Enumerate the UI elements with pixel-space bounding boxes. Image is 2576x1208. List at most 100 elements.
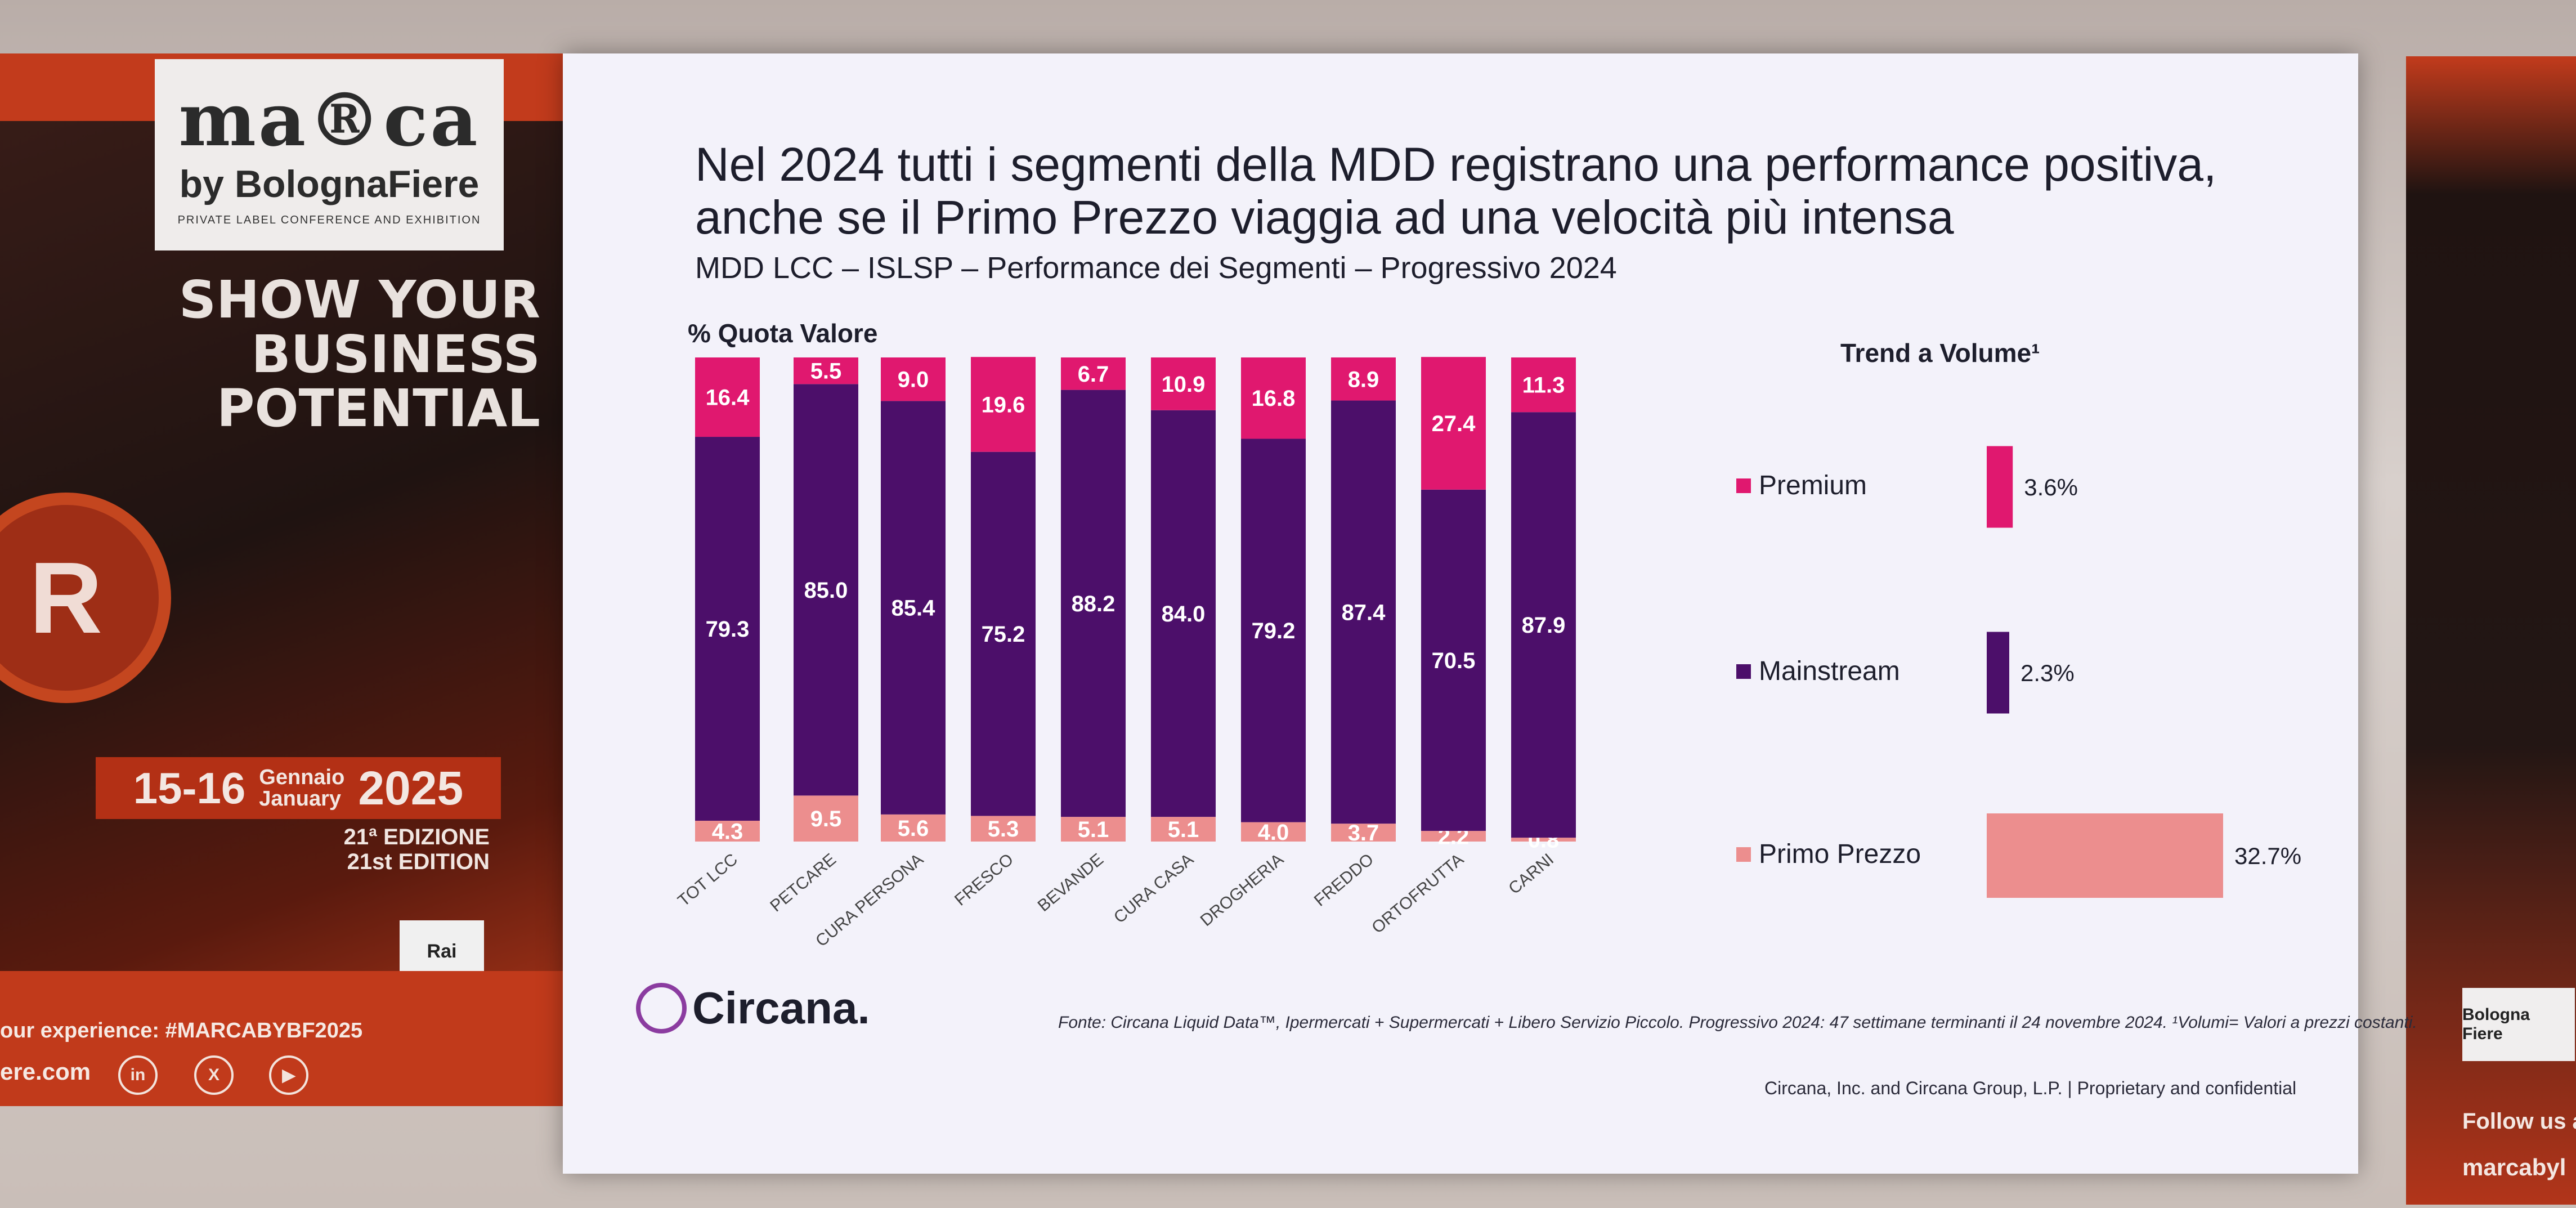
bar-primo-9 — [1511, 838, 1576, 842]
x-icon: X — [194, 1055, 234, 1095]
slide-title-line: Nel 2024 tutti i segmenti della MDD regi… — [695, 138, 2217, 191]
category-label-4: BEVANDE — [1034, 850, 1107, 915]
bar-primo-6 — [1241, 822, 1306, 842]
bar-premium-2 — [881, 357, 946, 401]
trend-value-label-0: 3.6% — [2024, 474, 2078, 500]
charts-canvas: 4.3 79.3 16.4 TOT LCC 9.5 85.0 5.5 PETCARE 5.6 85… — [674, 357, 2301, 951]
bar-premium-4 — [1061, 357, 1126, 390]
left-event-banner: ma®ca by BolognaFiere PRIVATE LABEL CONF… — [0, 53, 594, 1106]
data-label-primo-7: 3.7 — [1348, 821, 1379, 845]
bar-mainstream-7 — [1331, 400, 1396, 824]
legend-swatch-1 — [1736, 664, 1751, 679]
category-label-6: DROGHERIA — [1197, 850, 1287, 930]
bolognafiere-logo: Bologna Fiere — [2462, 988, 2575, 1061]
data-label-primo-5: 5.1 — [1168, 817, 1199, 842]
copyright-note: Circana, Inc. and Circana Group, L.P. | … — [1764, 1078, 2297, 1098]
data-label-premium-4: 6.7 — [1078, 362, 1109, 387]
legend-label-1: Mainstream — [1759, 656, 1900, 686]
bar-premium-0 — [695, 357, 760, 437]
event-date: 15-16 Gennaio January 2025 — [96, 757, 501, 819]
data-label-premium-3: 19.6 — [982, 392, 1025, 417]
bar-premium-6 — [1241, 357, 1306, 439]
circana-mark-icon — [636, 983, 687, 1033]
data-label-primo-0: 4.3 — [712, 820, 743, 844]
trend-chart-title: Trend a Volume¹ — [1840, 338, 2040, 368]
bar-mainstream-5 — [1151, 410, 1216, 817]
bar-primo-0 — [695, 821, 760, 842]
slogan-line: SHOW YOUR — [178, 270, 540, 330]
circana-wordmark: Circana. — [692, 983, 870, 1033]
bar-premium-9 — [1511, 357, 1576, 413]
bar-primo-4 — [1061, 817, 1126, 842]
bar-mainstream-2 — [881, 401, 946, 815]
data-label-premium-0: 16.4 — [706, 386, 750, 410]
event-year: 2025 — [358, 761, 464, 815]
bar-primo-2 — [881, 814, 946, 842]
category-label-1: PETCARE — [767, 850, 840, 915]
marca-logo: ma®ca — [178, 76, 480, 163]
data-label-premium-6: 16.8 — [1252, 386, 1296, 411]
data-label-premium-1: 5.5 — [810, 359, 842, 384]
chart-y-label: % Quota Valore — [688, 319, 878, 348]
legend-label-2: Primo Prezzo — [1759, 839, 1921, 869]
source-note: Fonte: Circana Liquid Data™, Ipermercati… — [1058, 1013, 2417, 1032]
data-label-mainstream-5: 84.0 — [1162, 602, 1206, 627]
bar-mainstream-0 — [695, 437, 760, 821]
slide-title: Nel 2024 tutti i segmenti della MDD regi… — [695, 138, 2216, 244]
data-label-premium-9: 11.3 — [1522, 373, 1565, 398]
data-label-premium-7: 8.9 — [1348, 367, 1379, 392]
banner-url: ere.com — [0, 1058, 91, 1085]
data-label-primo-4: 5.1 — [1078, 817, 1109, 842]
bar-primo-7 — [1331, 824, 1396, 842]
logo-tagline: PRIVATE LABEL CONFERENCE AND EXHIBITION — [177, 213, 481, 226]
data-label-primo-6: 4.0 — [1258, 820, 1289, 845]
bar-mainstream-1 — [794, 384, 858, 796]
slide-title-line: anche se il Primo Prezzo viaggia ad una … — [695, 191, 1954, 244]
event-month-it: Gennaio — [259, 766, 345, 789]
category-label-7: FREDDO — [1311, 850, 1377, 910]
edition-it: 21ª EDIZIONE — [343, 825, 490, 849]
bar-mainstream-9 — [1511, 412, 1576, 838]
category-label-8: ORTOFRUTTA — [1368, 850, 1467, 937]
slogan-line: BUSINESS — [251, 324, 540, 384]
bar-mainstream-3 — [971, 451, 1036, 816]
data-label-primo-2: 5.6 — [898, 816, 929, 841]
data-label-premium-2: 9.0 — [898, 368, 929, 392]
event-edition: 21ª EDIZIONE 21st EDITION — [236, 825, 490, 874]
presentation-slide: Nel 2024 tutti i segmenti della MDD regi… — [563, 53, 2417, 1174]
bar-premium-5 — [1151, 357, 1216, 410]
data-label-mainstream-0: 79.3 — [706, 617, 750, 642]
event-month-en: January — [259, 787, 342, 811]
bar-mainstream-4 — [1061, 390, 1126, 817]
trend-bar-1 — [1987, 632, 2009, 714]
bar-mainstream-8 — [1421, 489, 1486, 831]
event-days: 15-16 — [133, 763, 246, 813]
youtube-icon: ▶ — [269, 1055, 308, 1095]
trend-value-label-1: 2.3% — [2021, 660, 2075, 686]
data-label-primo-1: 9.5 — [810, 807, 842, 831]
slogan-line: POTENTIAL — [216, 378, 540, 439]
bar-mainstream-6 — [1241, 439, 1306, 822]
data-label-mainstream-6: 79.2 — [1252, 619, 1296, 643]
bolognafiere-logo: by BolognaFiere — [179, 162, 480, 205]
data-label-mainstream-3: 75.2 — [982, 622, 1025, 647]
follow-text: Follow us a — [2462, 1109, 2576, 1134]
category-label-3: FRESCO — [951, 850, 1017, 910]
legend-swatch-0 — [1736, 478, 1751, 493]
edition-en: 21st EDITION — [347, 849, 490, 874]
banner-slogan: SHOW YOUR BUSINESS POTENTIAL — [101, 270, 540, 439]
bar-primo-5 — [1151, 817, 1216, 842]
right-event-banner: Bologna Fiere Follow us a marcabyl — [2406, 56, 2576, 1205]
bar-premium-7 — [1331, 357, 1396, 401]
bar-primo-1 — [794, 795, 858, 842]
data-label-primo-3: 5.3 — [988, 817, 1019, 842]
linkedin-icon: in — [118, 1055, 158, 1095]
bar-primo-3 — [971, 816, 1036, 842]
data-label-mainstream-4: 88.2 — [1072, 592, 1115, 616]
bar-premium-3 — [971, 357, 1036, 452]
trend-value-label-2: 32.7% — [2234, 843, 2301, 869]
bar-premium-8 — [1421, 357, 1486, 490]
trend-bar-2 — [1987, 813, 2223, 898]
data-label-mainstream-7: 87.4 — [1342, 600, 1386, 625]
data-label-mainstream-8: 70.5 — [1432, 648, 1476, 673]
